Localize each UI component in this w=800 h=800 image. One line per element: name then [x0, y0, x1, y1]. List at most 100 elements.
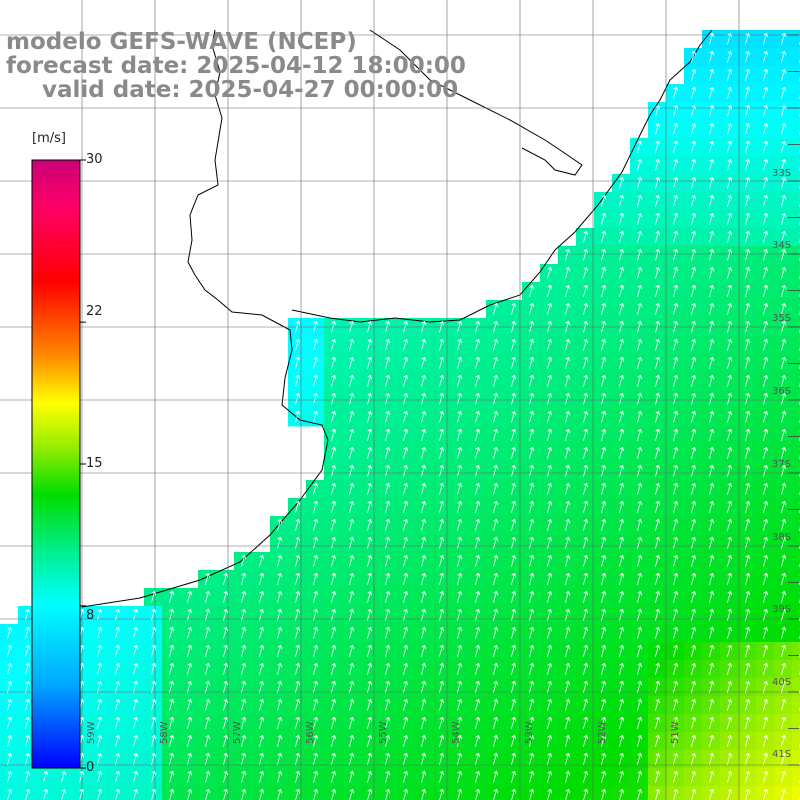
wind-arrow	[636, 410, 643, 423]
wind-arrow	[384, 590, 391, 603]
wind-arrow	[564, 302, 571, 315]
wind-arrow	[744, 698, 751, 711]
wind-arrow	[744, 572, 751, 585]
wind-arrow	[600, 374, 607, 387]
wind-arrow	[582, 572, 589, 585]
wind-arrow	[456, 698, 463, 711]
wind-arrow	[564, 500, 571, 513]
wind-arrow	[744, 410, 751, 423]
wind-arrow	[438, 662, 445, 675]
wind-arrow	[637, 788, 643, 800]
wind-speed-cell	[792, 192, 800, 211]
wind-arrow	[456, 338, 463, 351]
wind-arrow	[726, 374, 733, 387]
wind-arrow	[330, 698, 337, 711]
wind-arrow	[438, 338, 445, 351]
wind-arrow	[780, 284, 787, 297]
wind-arrow	[294, 770, 301, 783]
wind-arrow	[726, 698, 733, 711]
wind-arrow	[600, 482, 607, 495]
wind-arrow	[402, 500, 409, 513]
wind-arrow	[528, 500, 535, 513]
wind-arrow	[186, 590, 193, 603]
wind-arrow	[456, 716, 463, 729]
wind-arrow	[528, 392, 535, 405]
wind-arrow	[546, 770, 553, 783]
wind-arrow	[726, 302, 733, 315]
wind-arrow	[564, 590, 571, 603]
wind-arrow	[672, 212, 679, 225]
wind-arrow	[420, 446, 427, 459]
wind-arrow	[600, 554, 607, 567]
wind-speed-cell	[792, 336, 800, 355]
wind-arrow	[366, 536, 373, 549]
wind-arrow	[384, 320, 391, 333]
wind-arrow	[564, 518, 571, 531]
wind-arrow	[618, 248, 625, 261]
wind-arrow	[744, 608, 751, 621]
wind-arrow	[384, 356, 391, 369]
wind-arrow	[636, 770, 643, 783]
wind-arrow	[150, 716, 157, 729]
wind-arrow	[384, 428, 391, 441]
wind-arrow	[438, 554, 445, 567]
wind-arrow	[546, 734, 553, 747]
wind-arrow	[456, 662, 463, 675]
wind-arrow	[96, 680, 103, 693]
wind-arrow	[402, 392, 409, 405]
wind-arrow	[510, 464, 517, 477]
wind-arrow	[438, 698, 445, 711]
wind-arrow	[204, 698, 211, 711]
wind-arrow	[97, 788, 103, 800]
wind-arrow	[636, 140, 643, 153]
wind-arrow	[582, 608, 589, 621]
wind-arrow	[330, 482, 337, 495]
wind-arrow	[438, 572, 445, 585]
wind-arrow	[348, 338, 355, 351]
wind-arrow	[456, 752, 463, 765]
wind-arrow	[402, 536, 409, 549]
wind-arrow	[654, 500, 661, 513]
wind-arrow	[510, 482, 517, 495]
wind-arrow	[762, 536, 769, 549]
wind-arrow	[114, 680, 121, 693]
wind-arrow	[294, 518, 301, 531]
wind-arrow	[42, 770, 49, 783]
wind-arrow	[564, 644, 571, 657]
wind-speed-cell	[792, 660, 800, 679]
wind-arrow	[456, 518, 463, 531]
wind-arrow	[618, 482, 625, 495]
wind-arrow	[384, 338, 391, 351]
wind-arrow	[690, 410, 697, 423]
wind-arrow	[672, 284, 679, 297]
wind-arrow	[529, 788, 535, 800]
wind-arrow	[150, 644, 157, 657]
wind-arrow	[276, 644, 283, 657]
wind-arrow	[438, 608, 445, 621]
wind-arrow	[294, 410, 301, 423]
wind-arrow	[762, 320, 769, 333]
wind-arrow	[456, 608, 463, 621]
wind-arrow	[690, 428, 697, 441]
wind-arrow	[744, 446, 751, 459]
wind-arrow	[780, 500, 787, 513]
wind-arrow	[168, 626, 175, 639]
wind-arrow	[780, 86, 787, 99]
wind-arrow	[762, 392, 769, 405]
colorbar-tick-label: 22	[86, 304, 103, 319]
wind-arrow	[762, 410, 769, 423]
wind-arrow	[708, 752, 715, 765]
wind-speed-cell	[792, 102, 800, 121]
wind-arrow	[528, 770, 535, 783]
wind-arrow	[294, 734, 301, 747]
wind-arrow	[600, 770, 607, 783]
colorbar-tick-label: 30	[86, 152, 103, 167]
wind-speed-cell	[792, 138, 800, 157]
wind-arrow	[672, 410, 679, 423]
wind-arrow	[276, 518, 283, 531]
wind-arrow	[654, 716, 661, 729]
wind-arrow	[600, 392, 607, 405]
wind-arrow	[654, 302, 661, 315]
wind-arrow	[312, 518, 319, 531]
wind-arrow	[780, 662, 787, 675]
